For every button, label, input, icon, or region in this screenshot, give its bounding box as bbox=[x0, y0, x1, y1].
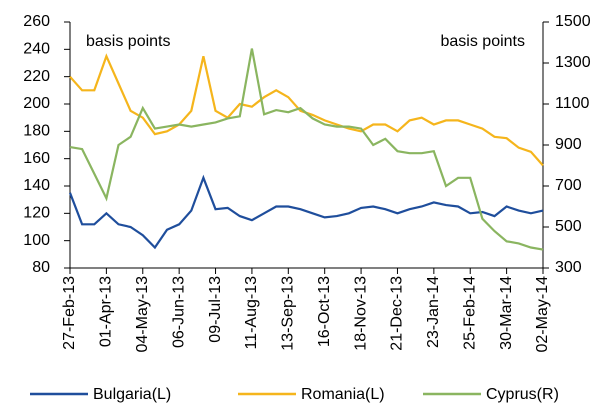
y-tick-label: 240 bbox=[23, 41, 50, 58]
y-tick-label: 160 bbox=[23, 150, 50, 167]
y-tick-label: 260 bbox=[23, 13, 50, 30]
x-tick-label: 27-Feb-13 bbox=[61, 276, 78, 350]
x-tick-label: 11-Aug-13 bbox=[243, 276, 260, 350]
x-tick-label: 09-Jul-13 bbox=[207, 276, 224, 343]
y-tick-label: 80 bbox=[32, 259, 50, 276]
y-tick-label: 200 bbox=[23, 95, 50, 112]
x-tick-label: 23-Jan-14 bbox=[425, 276, 442, 348]
series-line bbox=[69, 48, 544, 251]
legend-label: Romania(L) bbox=[301, 386, 385, 403]
x-tick-label: 18-Nov-13 bbox=[352, 276, 369, 351]
y2-tick-label: 1100 bbox=[555, 95, 590, 112]
y-axis-label: basis points bbox=[86, 33, 171, 50]
y2-tick-label: 900 bbox=[555, 136, 582, 153]
x-tick-label: 04-May-13 bbox=[134, 276, 151, 353]
y2-tick-label: 500 bbox=[555, 218, 582, 235]
series-line bbox=[68, 174, 544, 250]
y2-tick-label: 1300 bbox=[555, 54, 591, 71]
y-tick-label: 140 bbox=[23, 177, 50, 194]
y-tick-label: 120 bbox=[23, 205, 50, 222]
legend-label: Cyprus(R) bbox=[486, 386, 559, 403]
legend-label: Bulgaria(L) bbox=[93, 386, 171, 403]
x-tick-label: 06-Jun-13 bbox=[170, 276, 187, 348]
y-tick-label: 100 bbox=[23, 232, 50, 249]
x-tick-label: 01-Apr-13 bbox=[98, 276, 115, 347]
y2-axis-label: basis points bbox=[441, 33, 526, 50]
x-tick-label: 13-Sep-13 bbox=[280, 276, 297, 351]
y2-tick-label: 300 bbox=[555, 259, 582, 276]
x-tick-label: 02-May-14 bbox=[534, 276, 551, 353]
y2-tick-label: 1500 bbox=[555, 13, 591, 30]
x-tick-label: 21-Dec-13 bbox=[389, 276, 406, 351]
y-tick-label: 220 bbox=[23, 68, 50, 85]
x-tick-label: 25-Feb-14 bbox=[461, 276, 478, 350]
y-tick-label: 180 bbox=[23, 123, 50, 140]
x-tick-label: 30-Mar-14 bbox=[498, 276, 515, 350]
y2-tick-label: 700 bbox=[555, 177, 582, 194]
x-tick-label: 16-Oct-13 bbox=[316, 276, 333, 347]
